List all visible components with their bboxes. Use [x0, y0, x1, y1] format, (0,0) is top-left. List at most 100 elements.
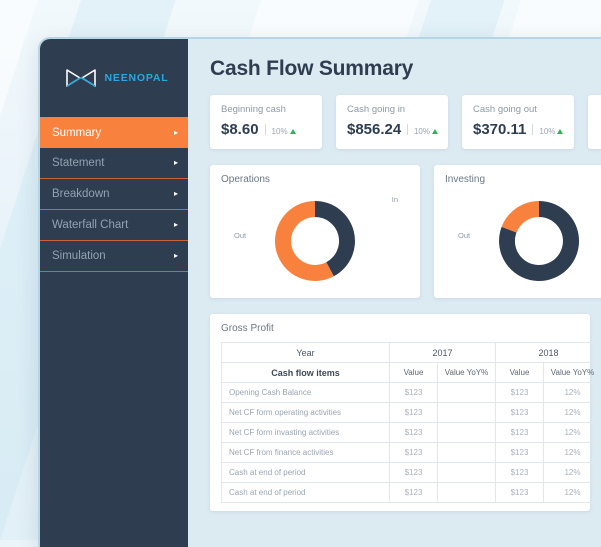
cell-2018-yoy: 12%: [544, 443, 601, 463]
cell-item: Net CF form operating activities: [222, 403, 390, 423]
kpi-delta: 10%: [272, 127, 296, 136]
kpi-value: $8.60: [221, 121, 259, 138]
header-period-2018: 2018: [496, 343, 601, 363]
kpi-label: Cash going in: [347, 104, 438, 115]
table-row[interactable]: Cash at end of period $123 $123 12%: [222, 463, 601, 483]
sidebar-item-statement[interactable]: Statement ▸: [40, 148, 188, 179]
cell-2017-yoy: [438, 463, 496, 483]
cell-2017-value: $123: [390, 383, 438, 403]
header-cash-flow-items: Cash flow items: [222, 363, 390, 383]
sidebar-item-waterfall-chart[interactable]: Waterfall Chart ▸: [40, 210, 188, 241]
cell-2018-value: $123: [496, 383, 544, 403]
cell-2017-value: $123: [390, 443, 438, 463]
cell-2017-value: $123: [390, 423, 438, 443]
chevron-right-icon: ▸: [174, 252, 178, 260]
brand-name: NEENOPAL: [105, 72, 169, 84]
header-2017-yoy: Value YoY%: [438, 363, 496, 383]
table-header-row-year: Year 2017 2018: [222, 343, 601, 363]
kpi-card-cash-going-in[interactable]: Cash going in $856.24 10%: [336, 95, 448, 149]
kpi-delta-text: 10%: [414, 127, 430, 136]
triangle-up-icon: [290, 129, 296, 134]
header-2017-value: Value: [390, 363, 438, 383]
table-row[interactable]: Opening Cash Balance $123 $123 12%: [222, 383, 601, 403]
chart-title: Investing: [445, 174, 601, 185]
header-2018-yoy: Value YoY%: [544, 363, 601, 383]
donut-chart-row: Operations In Out Investing: [210, 165, 601, 298]
infinity-bowtie-icon: [64, 67, 98, 89]
kpi-card-row: Beginning cash $8.60 10% Cash going in $…: [210, 95, 601, 149]
table-header-row-sub: Cash flow items Value Value YoY% Value V…: [222, 363, 601, 383]
kpi-label: Cash going out: [473, 104, 564, 115]
sidebar-item-summary[interactable]: Summary ▸: [40, 117, 188, 148]
cell-2017-yoy: [438, 483, 496, 503]
table-row[interactable]: Cash at end of period $123 $123 12%: [222, 483, 601, 503]
header-period-2017: 2017: [390, 343, 496, 363]
cell-2018-yoy: 12%: [544, 423, 601, 443]
kpi-value-row: $856.24 10%: [347, 121, 438, 138]
donut-label-in: In: [392, 195, 398, 204]
sidebar-item-label: Simulation: [52, 250, 106, 262]
header-2018-value: Value: [496, 363, 544, 383]
triangle-up-icon: [557, 129, 563, 134]
kpi-card-offscreen[interactable]: [588, 95, 601, 149]
chart-card-investing: Investing In Out: [434, 165, 601, 298]
cell-2017-value: $123: [390, 483, 438, 503]
table-row[interactable]: Net CF form operating activities $123 $1…: [222, 403, 601, 423]
cell-item: Cash at end of period: [222, 463, 390, 483]
sidebar-item-label: Breakdown: [52, 188, 110, 200]
kpi-value-row: $8.60 10%: [221, 121, 312, 138]
kpi-delta: 10%: [414, 127, 438, 136]
table-header: Year 2017 2018 Cash flow items Value Val…: [222, 343, 601, 383]
donut-chart-investing: [434, 187, 601, 295]
table-title: Gross Profit: [221, 323, 590, 334]
main-content: Cash Flow Summary Beginning cash $8.60 1…: [188, 39, 601, 547]
kpi-delta-text: 10%: [539, 127, 555, 136]
cell-item: Net CF from finance activities: [222, 443, 390, 463]
page-title: Cash Flow Summary: [210, 57, 601, 81]
cell-2018-value: $123: [496, 483, 544, 503]
kpi-delta-text: 10%: [272, 127, 288, 136]
sidebar-item-breakdown[interactable]: Breakdown ▸: [40, 179, 188, 210]
sidebar-item-label: Summary: [52, 127, 101, 139]
cell-2017-yoy: [438, 423, 496, 443]
brand-logo[interactable]: NEENOPAL: [40, 39, 188, 117]
table-row[interactable]: Net CF from finance activities $123 $123…: [222, 443, 601, 463]
table-body: Opening Cash Balance $123 $123 12% Net C…: [222, 383, 601, 503]
kpi-value: $856.24: [347, 121, 401, 138]
kpi-divider: [532, 124, 533, 135]
header-year: Year: [222, 343, 390, 363]
cell-2018-value: $123: [496, 463, 544, 483]
sidebar-item-label: Waterfall Chart: [52, 219, 128, 231]
gross-profit-card: Gross Profit Year 2017 2018 Cash flow it…: [210, 314, 590, 511]
cell-2018-yoy: 12%: [544, 403, 601, 423]
cell-2018-value: $123: [496, 443, 544, 463]
table-row[interactable]: Net CF form invasting activities $123 $1…: [222, 423, 601, 443]
donut-label-out: Out: [458, 231, 470, 240]
cell-item: Cash at end of period: [222, 483, 390, 503]
sidebar-item-label: Statement: [52, 157, 104, 169]
kpi-card-beginning-cash[interactable]: Beginning cash $8.60 10%: [210, 95, 322, 149]
cell-item: Opening Cash Balance: [222, 383, 390, 403]
sidebar: NEENOPAL Summary ▸ Statement ▸ Breakdown…: [40, 39, 188, 547]
app-window: NEENOPAL Summary ▸ Statement ▸ Breakdown…: [38, 37, 601, 547]
cell-2017-yoy: [438, 403, 496, 423]
kpi-delta: 10%: [539, 127, 563, 136]
kpi-divider: [407, 124, 408, 135]
cell-2017-yoy: [438, 443, 496, 463]
kpi-value-row: $370.11 10%: [473, 121, 564, 138]
kpi-card-cash-going-out[interactable]: Cash going out $370.11 10%: [462, 95, 574, 149]
chevron-right-icon: ▸: [174, 129, 178, 137]
cell-2018-yoy: 12%: [544, 383, 601, 403]
cell-item: Net CF form invasting activities: [222, 423, 390, 443]
triangle-up-icon: [432, 129, 438, 134]
donut-label-out: Out: [234, 231, 246, 240]
cell-2018-value: $123: [496, 403, 544, 423]
cell-2017-value: $123: [390, 403, 438, 423]
kpi-value: $370.11: [473, 121, 526, 138]
kpi-divider: [265, 124, 266, 135]
sidebar-item-simulation[interactable]: Simulation ▸: [40, 241, 188, 272]
chevron-right-icon: ▸: [174, 190, 178, 198]
cell-2017-yoy: [438, 383, 496, 403]
cell-2017-value: $123: [390, 463, 438, 483]
chart-title: Operations: [221, 174, 420, 185]
